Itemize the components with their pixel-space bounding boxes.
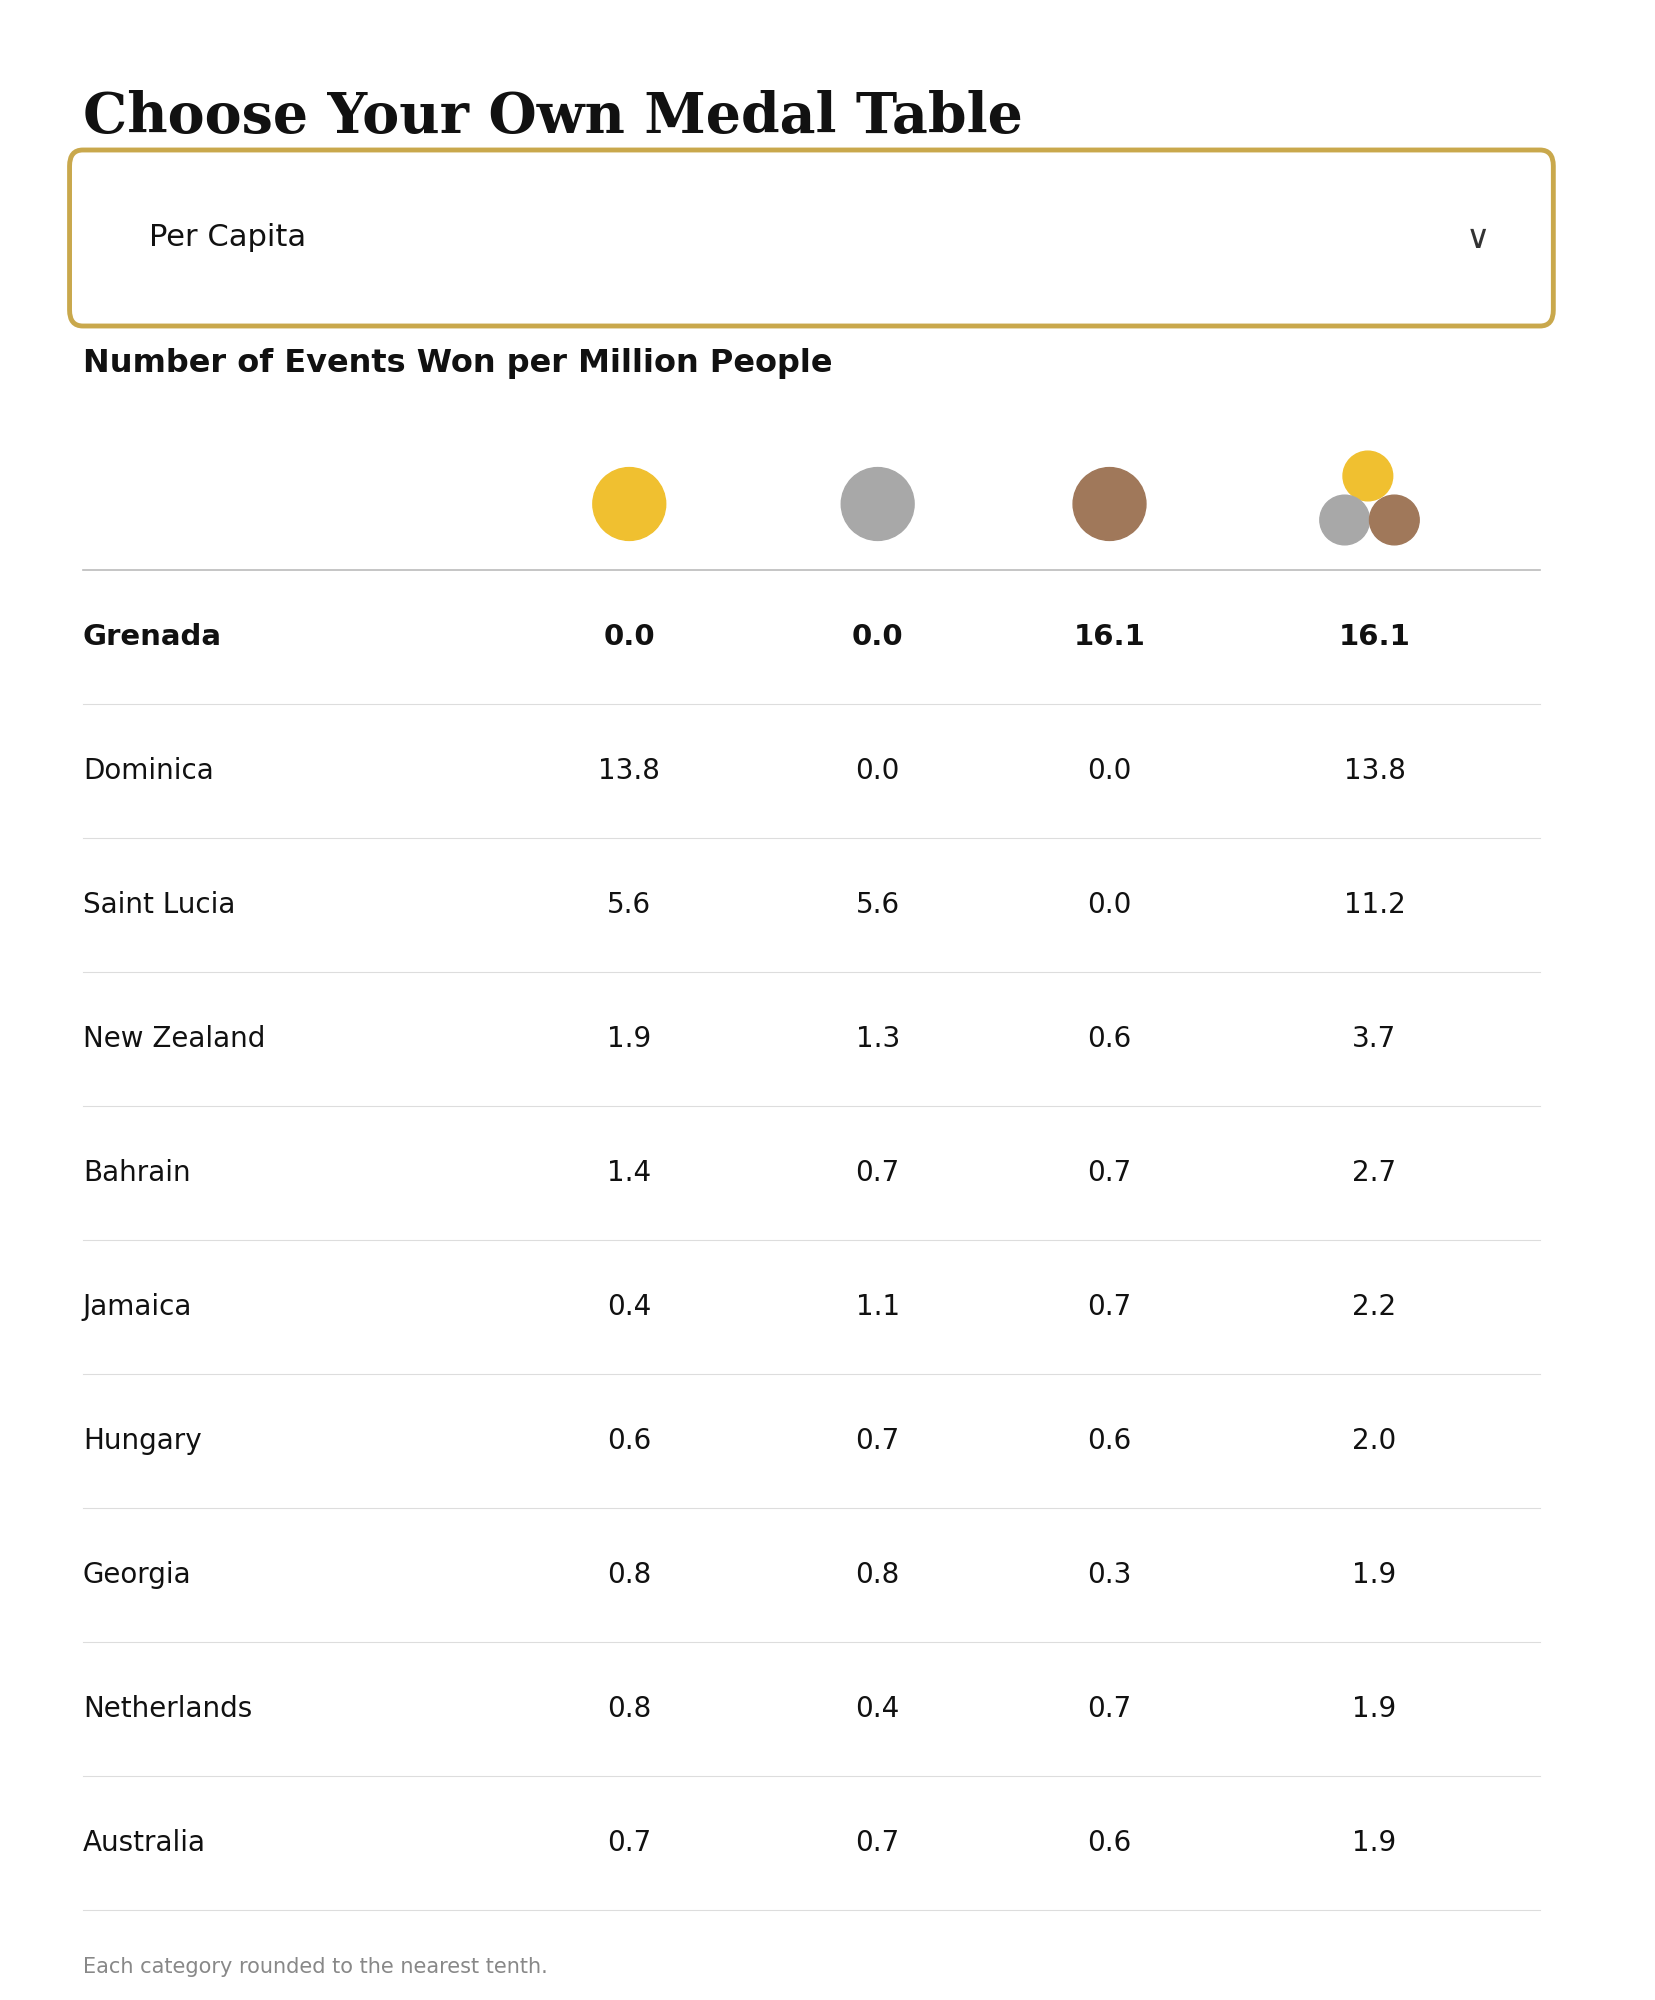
Text: 1.9: 1.9 [1352, 1830, 1395, 1858]
Text: New Zealand: New Zealand [83, 1026, 265, 1052]
Ellipse shape [1072, 468, 1145, 540]
Text: 0.8: 0.8 [607, 1696, 650, 1724]
Text: 1.9: 1.9 [1352, 1562, 1395, 1590]
Text: Australia: Australia [83, 1830, 205, 1858]
FancyBboxPatch shape [70, 150, 1552, 326]
Text: 0.7: 0.7 [856, 1428, 899, 1456]
Text: 0.7: 0.7 [856, 1830, 899, 1858]
Text: Saint Lucia: Saint Lucia [83, 892, 235, 920]
Text: 0.0: 0.0 [1087, 758, 1130, 786]
Text: 3.7: 3.7 [1352, 1026, 1395, 1052]
Text: Each category rounded to the nearest tenth.: Each category rounded to the nearest ten… [83, 1956, 548, 1976]
Text: 16.1: 16.1 [1337, 624, 1410, 652]
Ellipse shape [1319, 496, 1369, 544]
Text: 2.0: 2.0 [1352, 1428, 1395, 1456]
Text: 1.3: 1.3 [856, 1026, 899, 1052]
Text: Bahrain: Bahrain [83, 1160, 190, 1186]
Text: 16.1: 16.1 [1072, 624, 1145, 652]
Text: 0.0: 0.0 [851, 624, 904, 652]
Text: Choose Your Own Medal Table: Choose Your Own Medal Table [83, 90, 1023, 146]
Ellipse shape [841, 468, 914, 540]
Text: 5.6: 5.6 [607, 892, 650, 920]
Text: 0.8: 0.8 [607, 1562, 650, 1590]
Text: 0.0: 0.0 [856, 758, 899, 786]
Text: 1.4: 1.4 [607, 1160, 650, 1186]
Text: 11.2: 11.2 [1342, 892, 1405, 920]
Text: 0.0: 0.0 [602, 624, 655, 652]
Text: 0.6: 0.6 [1087, 1830, 1130, 1858]
Text: Netherlands: Netherlands [83, 1696, 252, 1724]
Text: Dominica: Dominica [83, 758, 213, 786]
Text: 0.3: 0.3 [1087, 1562, 1130, 1590]
Text: 2.7: 2.7 [1352, 1160, 1395, 1186]
Text: Georgia: Georgia [83, 1562, 192, 1590]
Text: 5.6: 5.6 [856, 892, 899, 920]
Text: 0.7: 0.7 [1087, 1160, 1130, 1186]
Ellipse shape [1369, 496, 1418, 544]
Text: Jamaica: Jamaica [83, 1294, 192, 1322]
Text: 0.7: 0.7 [607, 1830, 650, 1858]
Ellipse shape [592, 468, 665, 540]
Text: 0.6: 0.6 [1087, 1026, 1130, 1052]
Text: 1.9: 1.9 [1352, 1696, 1395, 1724]
Text: 2.2: 2.2 [1352, 1294, 1395, 1322]
Text: Per Capita: Per Capita [149, 224, 306, 252]
Text: Grenada: Grenada [83, 624, 222, 652]
Text: 1.1: 1.1 [856, 1294, 899, 1322]
Text: 0.7: 0.7 [856, 1160, 899, 1186]
Text: ∨: ∨ [1465, 222, 1490, 254]
Text: 0.7: 0.7 [1087, 1294, 1130, 1322]
Text: 13.8: 13.8 [1342, 758, 1405, 786]
Text: 0.6: 0.6 [607, 1428, 650, 1456]
Text: 13.8: 13.8 [597, 758, 660, 786]
Text: 0.6: 0.6 [1087, 1428, 1130, 1456]
Text: 0.4: 0.4 [607, 1294, 650, 1322]
Text: 0.4: 0.4 [856, 1696, 899, 1724]
Text: 0.0: 0.0 [1087, 892, 1130, 920]
Text: Hungary: Hungary [83, 1428, 202, 1456]
Ellipse shape [1342, 452, 1392, 500]
Text: 1.9: 1.9 [607, 1026, 650, 1052]
Text: Number of Events Won per Million People: Number of Events Won per Million People [83, 348, 832, 380]
Text: 0.8: 0.8 [856, 1562, 899, 1590]
Text: 0.7: 0.7 [1087, 1696, 1130, 1724]
